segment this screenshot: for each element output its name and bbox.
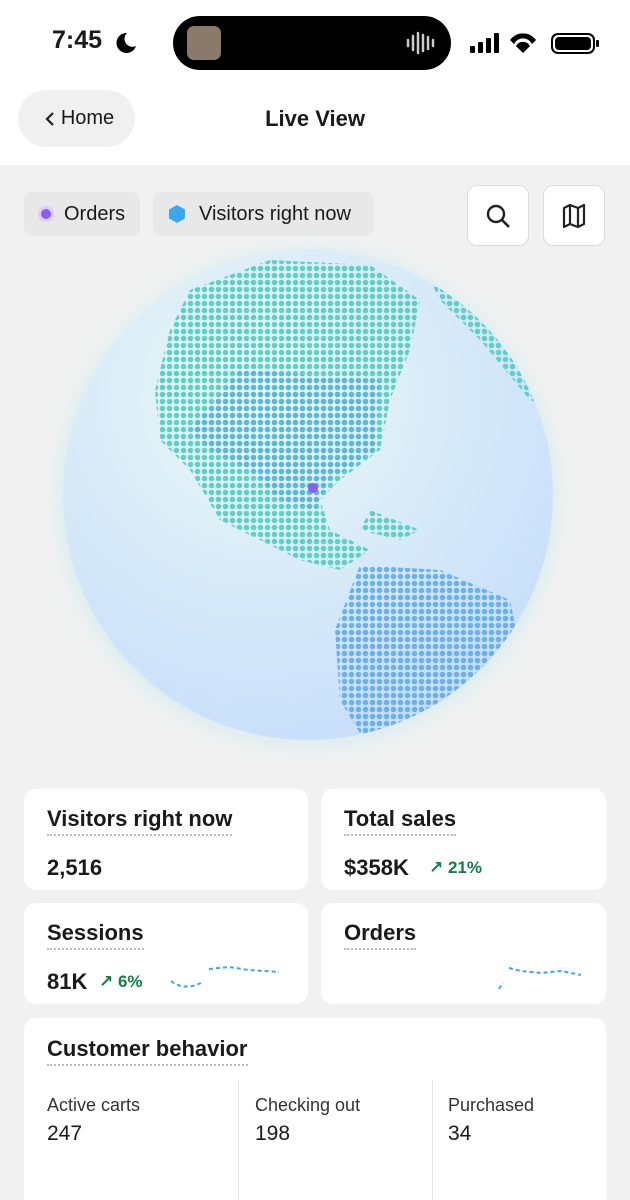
search-button[interactable] <box>467 185 529 246</box>
status-time: 7:45 <box>52 26 103 54</box>
metric-value: 198 <box>255 1122 291 1145</box>
status-icons <box>470 33 599 54</box>
sparkline <box>498 967 582 990</box>
card-title: Orders <box>344 920 417 950</box>
card-value: 2,516 <box>47 855 103 880</box>
behavior-card: Customer behavior Active carts 247 Check… <box>24 1018 606 1200</box>
back-button[interactable]: Home <box>18 90 135 147</box>
legend-label: Orders <box>64 202 126 225</box>
legend-chip[interactable]: Visitors right now <box>153 192 374 236</box>
card-value: $358K <box>344 855 409 880</box>
sparkline <box>170 965 280 988</box>
dynamic-island <box>173 16 451 70</box>
moon-icon <box>116 32 136 53</box>
metric-value: 247 <box>47 1122 83 1145</box>
legend-label: Visitors right now <box>199 202 351 225</box>
card-change: ↗ 6% <box>99 972 143 991</box>
back-label: Home <box>60 107 115 129</box>
card-title: Visitors right now <box>47 806 233 836</box>
metric-card[interactable]: Total sales $358K ↗ 21% <box>321 789 606 890</box>
card-change: ↗ 21% <box>429 858 482 877</box>
change-value: 21% <box>447 858 482 877</box>
metric-card[interactable]: Visitors right now 2,516 <box>24 789 308 890</box>
map-button[interactable] <box>543 185 605 246</box>
nav-title: Live View <box>265 106 365 131</box>
card-title: Sessions <box>47 920 144 950</box>
metric-card[interactable]: Orders <box>321 903 606 1004</box>
change-value: 6% <box>117 972 143 991</box>
globe <box>58 248 558 748</box>
card-title: Customer behavior <box>47 1036 248 1066</box>
card-value: 81K <box>47 969 88 994</box>
metric-card[interactable]: Sessions 81K ↗ 6% <box>24 903 308 1004</box>
card-title: Total sales <box>344 806 457 836</box>
metric-label: Active carts <box>47 1095 141 1115</box>
metric-label: Checking out <box>255 1095 361 1115</box>
metric-label: Purchased <box>448 1095 535 1115</box>
metric-value: 34 <box>448 1122 472 1145</box>
legend-chip[interactable]: Orders <box>24 192 140 236</box>
